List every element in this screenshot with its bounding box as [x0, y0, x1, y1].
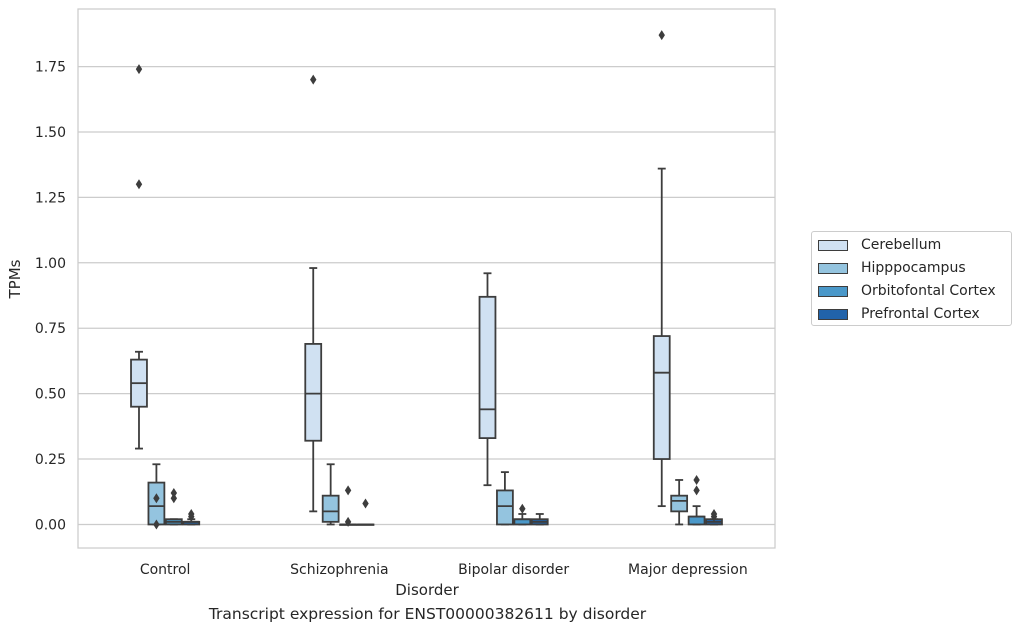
- y-axis-ticks: 0.00 0.25 0.50 0.75 1.00 1.25 1.50 1.75: [35, 60, 66, 534]
- box-prefrontal-cortex: [705, 508, 723, 526]
- y-tick-label: 1.50: [35, 125, 66, 141]
- box-hipppocampus: [496, 471, 514, 526]
- outlier-point: [362, 498, 369, 509]
- box-prefrontal-cortex: [530, 513, 549, 526]
- chart-caption: Transcript expression for ENST0000038261…: [208, 605, 647, 623]
- legend-label-cerebellum: Cerebellum: [861, 237, 942, 253]
- box-cerebellum: [304, 74, 323, 513]
- box-cerebellum: [130, 64, 148, 450]
- y-axis-label: TPMs: [6, 259, 24, 299]
- legend-swatch-cerebellum: [818, 239, 848, 251]
- y-tick-label: 1.00: [35, 256, 66, 272]
- outlier-point: [658, 30, 665, 41]
- box-cerebellum: [478, 272, 497, 487]
- y-tick-label: 0.25: [35, 452, 66, 468]
- box-prefrontal-cortex: [182, 508, 201, 526]
- x-tick-label: Schizophrenia: [290, 562, 388, 578]
- legend-swatch-hippocampus: [818, 262, 848, 274]
- x-tick-label: Control: [140, 562, 191, 578]
- outlier-point: [519, 503, 526, 514]
- x-tick-label: Bipolar disorder: [458, 562, 569, 578]
- box-prefrontal-cortex: [356, 498, 375, 526]
- box-iqr: [147, 481, 166, 526]
- legend-item-prefrontal-cortex: Prefrontal Cortex: [818, 303, 980, 325]
- outlier-point: [153, 493, 160, 504]
- outlier-point: [344, 516, 352, 527]
- outlier-point: [135, 179, 143, 190]
- box-iqr: [478, 295, 497, 440]
- box-orbitofontal-cortex: [339, 485, 357, 527]
- box-iqr: [687, 515, 706, 526]
- x-axis-label: Disorder: [395, 581, 459, 599]
- box-iqr: [321, 494, 340, 523]
- box-hipppocampus: [321, 463, 340, 526]
- y-tick-label: 0.00: [35, 517, 66, 533]
- outlier-point: [710, 508, 718, 519]
- legend-label-hippocampus: Hipppocampus: [861, 260, 966, 276]
- x-tick-label: Major depression: [628, 562, 748, 578]
- box-orbitofontal-cortex: [513, 503, 532, 526]
- legend-item-hippocampus: Hipppocampus: [818, 257, 966, 279]
- y-tick-label: 0.50: [35, 387, 66, 403]
- outlier-point: [693, 485, 700, 496]
- outlier-point: [170, 488, 178, 499]
- y-tick-label: 1.25: [35, 190, 66, 206]
- y-tick-label: 1.75: [35, 60, 66, 76]
- box-iqr: [652, 335, 671, 460]
- legend-item-cerebellum: Cerebellum: [818, 234, 941, 256]
- outlier-point: [344, 485, 352, 496]
- outlier-point: [153, 519, 160, 530]
- plot-frame: [77, 8, 776, 549]
- outlier-point: [135, 64, 143, 75]
- legend-label-orbitofrontal-cortex: Orbitofontal Cortex: [861, 283, 996, 299]
- box-series: [130, 30, 723, 530]
- legend-swatch-prefrontal-cortex: [818, 308, 848, 320]
- outlier-point: [310, 74, 317, 85]
- legend: Cerebellum Hipppocampus Orbitofontal Cor…: [811, 231, 1012, 326]
- legend-item-orbitofrontal-cortex: Orbitofontal Cortex: [818, 280, 996, 302]
- legend-label-prefrontal-cortex: Prefrontal Cortex: [861, 306, 980, 322]
- box-hipppocampus: [147, 463, 166, 530]
- box-orbitofontal-cortex: [164, 488, 183, 526]
- legend-swatch-orbitofrontal-cortex: [818, 285, 848, 297]
- outlier-point: [188, 508, 195, 519]
- outlier-point: [170, 493, 178, 504]
- box-iqr: [304, 343, 323, 442]
- box-cerebellum: [652, 30, 671, 508]
- box-iqr: [670, 494, 689, 513]
- x-axis-ticks: Control Schizophrenia Bipolar disorder Majo…: [140, 562, 748, 578]
- box-hipppocampus: [670, 479, 689, 526]
- y-tick-label: 0.75: [35, 321, 66, 337]
- outlier-point: [693, 474, 700, 485]
- box-iqr: [496, 489, 514, 526]
- box-orbitofontal-cortex: [687, 474, 706, 526]
- grid-lines: [78, 65, 775, 526]
